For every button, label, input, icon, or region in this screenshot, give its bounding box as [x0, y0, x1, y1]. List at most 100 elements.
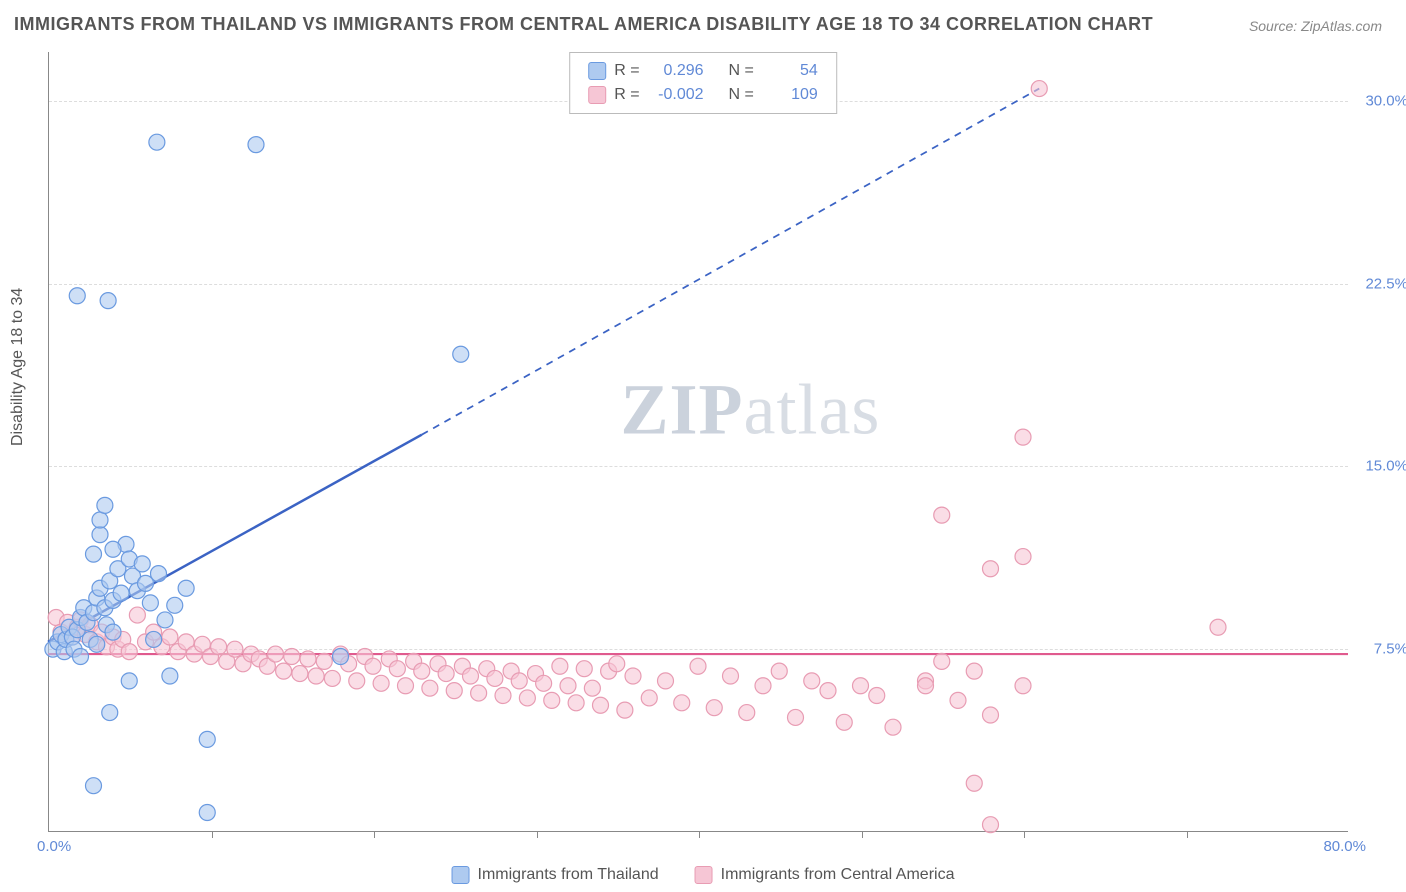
scatter-point: [157, 612, 173, 628]
scatter-point: [658, 673, 674, 689]
chart-legend: Immigrants from Thailand Immigrants from…: [452, 866, 955, 884]
scatter-point: [966, 775, 982, 791]
scatter-point: [113, 585, 129, 601]
scatter-point: [560, 678, 576, 694]
legend-item-thailand: Immigrants from Thailand: [452, 866, 659, 884]
scatter-point: [723, 668, 739, 684]
scatter-point: [149, 134, 165, 150]
r-value-central-america: -0.002: [648, 83, 704, 107]
scatter-point: [105, 624, 121, 640]
scatter-point: [268, 646, 284, 662]
scatter-point: [92, 512, 108, 528]
x-tick: [699, 831, 700, 838]
scatter-point: [105, 541, 121, 557]
legend-label-thailand: Immigrants from Thailand: [478, 866, 659, 884]
x-tick: [1024, 831, 1025, 838]
scatter-point: [934, 653, 950, 669]
scatter-point: [151, 566, 167, 582]
scatter-point: [771, 663, 787, 679]
scatter-point: [300, 651, 316, 667]
scatter-point: [820, 683, 836, 699]
scatter-point: [446, 683, 462, 699]
scatter-point: [276, 663, 292, 679]
n-label: N =: [728, 59, 753, 83]
scatter-point: [178, 580, 194, 596]
scatter-point: [1015, 678, 1031, 694]
scatter-point: [162, 629, 178, 645]
y-tick-label: 7.5%: [1353, 641, 1406, 658]
scatter-point: [1031, 81, 1047, 97]
n-value-central-america: 109: [762, 83, 818, 107]
scatter-point: [544, 692, 560, 708]
scatter-point: [804, 673, 820, 689]
scatter-point: [983, 817, 999, 833]
scatter-point: [576, 661, 592, 677]
n-label: N =: [728, 83, 753, 107]
scatter-point: [788, 709, 804, 725]
scatter-point: [199, 805, 215, 821]
scatter-point: [199, 731, 215, 747]
scatter-point: [495, 688, 511, 704]
scatter-point: [755, 678, 771, 694]
swatch-thailand-icon: [588, 62, 606, 80]
scatter-point: [568, 695, 584, 711]
scatter-point: [463, 668, 479, 684]
scatter-point: [983, 561, 999, 577]
scatter-point: [86, 778, 102, 794]
scatter-point: [167, 597, 183, 613]
stats-row-series-2: R = -0.002 N = 109: [588, 83, 818, 107]
x-tick: [862, 831, 863, 838]
scatter-point: [593, 697, 609, 713]
scatter-point: [706, 700, 722, 716]
source-attribution: Source: ZipAtlas.com: [1249, 18, 1382, 34]
scatter-point: [853, 678, 869, 694]
scatter-point: [966, 663, 982, 679]
x-axis-max-label: 80.0%: [1323, 838, 1366, 855]
scatter-point: [316, 653, 332, 669]
scatter-point: [211, 639, 227, 655]
scatter-point: [918, 678, 934, 694]
scatter-point: [284, 649, 300, 665]
scatter-point: [471, 685, 487, 701]
scatter-point: [227, 641, 243, 657]
scatter-point: [69, 288, 85, 304]
swatch-thailand-icon: [452, 866, 470, 884]
y-tick-label: 15.0%: [1353, 458, 1406, 475]
n-value-thailand: 54: [762, 59, 818, 83]
scatter-point: [1015, 549, 1031, 565]
y-tick-label: 30.0%: [1353, 92, 1406, 109]
scatter-point: [617, 702, 633, 718]
x-tick: [1187, 831, 1188, 838]
scatter-point: [453, 346, 469, 362]
correlation-stats-box: R = 0.296 N = 54 R = -0.002 N = 109: [569, 52, 837, 114]
scatter-point: [92, 527, 108, 543]
scatter-point: [519, 690, 535, 706]
scatter-point: [739, 705, 755, 721]
scatter-point: [97, 497, 113, 513]
scatter-point: [121, 673, 137, 689]
chart-title: IMMIGRANTS FROM THAILAND VS IMMIGRANTS F…: [14, 14, 1153, 35]
scatter-point: [365, 658, 381, 674]
x-tick: [374, 831, 375, 838]
swatch-central-america-icon: [695, 866, 713, 884]
swatch-central-america-icon: [588, 86, 606, 104]
r-value-thailand: 0.296: [648, 59, 704, 83]
r-label: R =: [614, 83, 639, 107]
scatter-point: [102, 705, 118, 721]
scatter-point: [292, 666, 308, 682]
scatter-point: [641, 690, 657, 706]
scatter-point: [162, 668, 178, 684]
r-label: R =: [614, 59, 639, 83]
scatter-point: [134, 556, 150, 572]
x-tick: [537, 831, 538, 838]
scatter-point: [308, 668, 324, 684]
scatter-point: [333, 649, 349, 665]
scatter-point: [248, 137, 264, 153]
scatter-point: [89, 636, 105, 652]
legend-label-central-america: Immigrants from Central America: [721, 866, 955, 884]
scatter-point: [324, 670, 340, 686]
scatter-point: [121, 644, 137, 660]
scatter-point: [1015, 429, 1031, 445]
scatter-point: [373, 675, 389, 691]
scatter-point: [86, 546, 102, 562]
